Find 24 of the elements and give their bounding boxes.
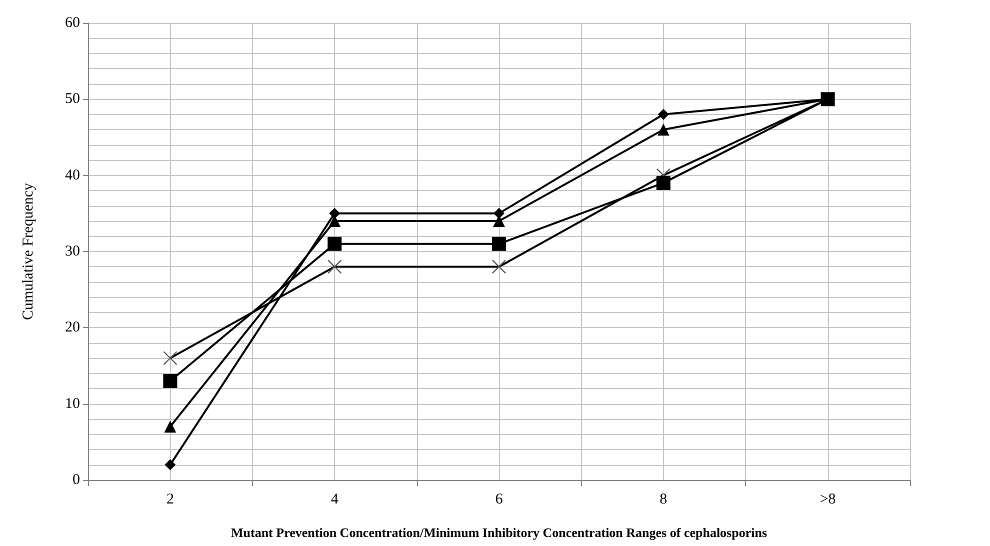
point [163,374,178,388]
y-tick-label: 60 [65,15,80,31]
point [164,459,176,470]
y-tick-label: 10 [65,396,80,412]
y-tick-label: 20 [65,320,80,336]
point [328,236,342,251]
y-axis-title: Cumulative Frequency [20,182,36,320]
y-tick-label: 40 [65,167,80,184]
x-tick-label: 2 [166,492,174,508]
y-tick-label: 50 [65,91,80,108]
x-tick-label: 4 [330,492,339,508]
y-tick-label: 30 [65,244,80,260]
point [656,176,670,190]
point [658,108,669,120]
point [492,236,506,251]
x-axis-title: Mutant Prevention Concentration/Minimum Inhibitory Concentration Ranges of cephalosporins [230,525,768,540]
x-tick-label: >8 [820,492,836,508]
point [329,208,340,219]
y-tick-label: 0 [72,472,80,488]
point [657,124,670,136]
x-tick-label: 6 [495,492,504,508]
point [494,208,504,219]
x-tick-label: 8 [660,492,668,508]
point [164,420,176,433]
